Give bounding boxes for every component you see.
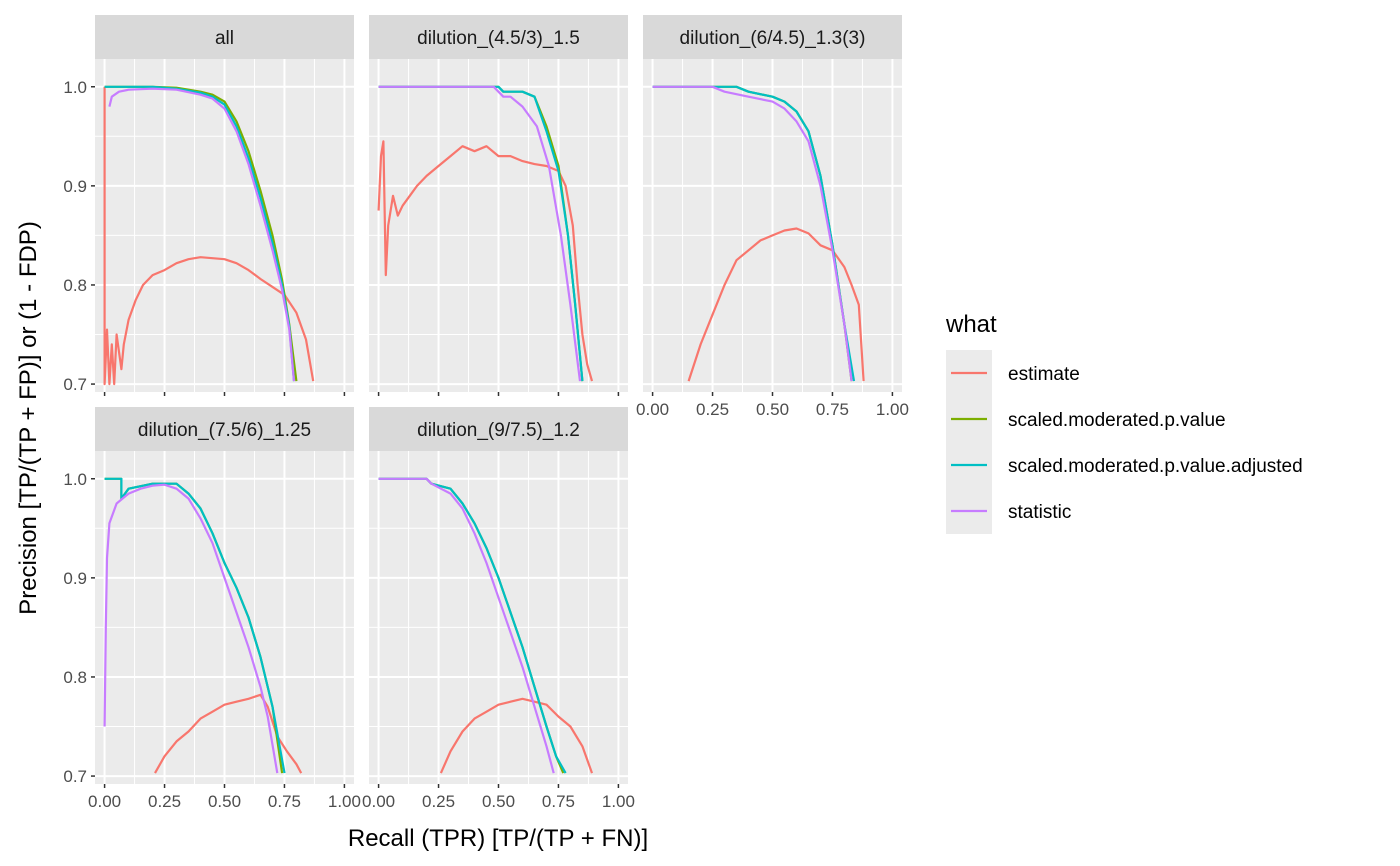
y-tick-label: 0.7 (63, 375, 87, 394)
panel-strip (95, 407, 354, 451)
y-tick-label: 1.0 (63, 78, 87, 97)
series-line-estimate (377, 140, 594, 382)
x-tick-label: 0.50 (756, 400, 789, 419)
legend-entry-label: statistic (1008, 502, 1071, 523)
panel-strip-label: dilution_(6/4.5)_1.3(3) (680, 28, 866, 49)
panel-series (652, 85, 865, 382)
x-tick-label: 0.00 (636, 400, 669, 419)
x-tick-label: 1.00 (328, 792, 361, 811)
x-tick-label: 1.00 (602, 792, 635, 811)
panel-strip-label: dilution_(4.5/3)_1.5 (417, 28, 580, 49)
panel-strip (369, 15, 628, 59)
x-tick-label: 1.00 (876, 400, 909, 419)
panel-5: dilution_(9/7.5)_1.2 0.00 0.25 0.50 0.75 1.00 (362, 407, 635, 811)
legend-entry-label: scaled.moderated.p.value.adjusted (1008, 456, 1303, 477)
y-axis-title: Precision [TP/(TP + FP)] or (1 - FDP) (15, 221, 42, 615)
y-tick-label: 0.9 (63, 177, 87, 196)
legend-entry: estimate (946, 350, 1080, 396)
panel-1: all 0.7 0.8 0.9 1.0 (63, 15, 354, 396)
panel-series (103, 477, 303, 774)
legend-entry: scaled.moderated.p.value.adjusted (946, 442, 1303, 488)
x-tick-label: 0.25 (696, 400, 729, 419)
x-tick-label: 0.25 (422, 792, 455, 811)
y-tick-label: 0.7 (63, 767, 87, 786)
legend-title: what (945, 311, 997, 338)
panel-2: dilution_(4.5/3)_1.5 (369, 15, 628, 396)
legend: what estimate scaled.moderated.p.value sca… (945, 311, 1303, 534)
series-line-estimate (439, 697, 594, 774)
x-tick-label: 0.75 (542, 792, 575, 811)
panel-strip (95, 15, 354, 59)
series-line-statistic (108, 87, 296, 382)
panel-series (377, 85, 594, 382)
series-line-estimate (154, 693, 303, 774)
panel-4: dilution_(7.5/6)_1.25 0.7 0.8 0.9 1.0 0.00 0.2… (63, 407, 361, 811)
y-tick-label: 0.8 (63, 276, 87, 295)
y-tick-label: 0.8 (63, 668, 87, 687)
x-tick-label: 0.25 (148, 792, 181, 811)
series-line-statistic (652, 85, 853, 382)
series-line-scaled-moderated-p-value-adjusted (104, 477, 286, 774)
y-tick-label: 1.0 (63, 470, 87, 489)
panel-strip (369, 407, 628, 451)
x-tick-label: 0.50 (482, 792, 515, 811)
legend-entry-label: scaled.moderated.p.value (1008, 410, 1226, 431)
x-axis-title: Recall (TPR) [TP/(TP + FN)] (348, 825, 648, 852)
series-line-statistic (378, 477, 555, 774)
panel-series (103, 85, 315, 386)
series-line-statistic (378, 85, 582, 382)
panel-series (378, 477, 594, 774)
y-tick-label: 0.9 (63, 569, 87, 588)
series-line-estimate (103, 86, 315, 386)
panel-strip (643, 15, 902, 59)
legend-entries: estimate scaled.moderated.p.value scaled.m… (946, 350, 1303, 534)
panel-strip-label: dilution_(7.5/6)_1.25 (138, 420, 311, 441)
panel-strip-label: all (215, 28, 234, 49)
series-line-scaled-moderated-p-value-adjusted (378, 85, 584, 382)
series-line-scaled-moderated-p-value-adjusted (104, 85, 296, 382)
panel-strip-label: dilution_(9/7.5)_1.2 (417, 420, 580, 441)
x-tick-label: 0.50 (208, 792, 241, 811)
x-tick-label: 0.00 (88, 792, 121, 811)
series-line-statistic (103, 483, 279, 774)
series-line-estimate (687, 227, 865, 382)
legend-entry: scaled.moderated.p.value (946, 396, 1226, 442)
x-tick-label: 0.00 (362, 792, 395, 811)
legend-entry: statistic (946, 488, 1071, 534)
x-tick-label: 0.75 (268, 792, 301, 811)
x-tick-label: 0.75 (816, 400, 849, 419)
panel-3: dilution_(6/4.5)_1.3(3) 0.00 0.25 0.50 0.75 1… (636, 15, 909, 419)
legend-entry-label: estimate (1008, 364, 1080, 385)
